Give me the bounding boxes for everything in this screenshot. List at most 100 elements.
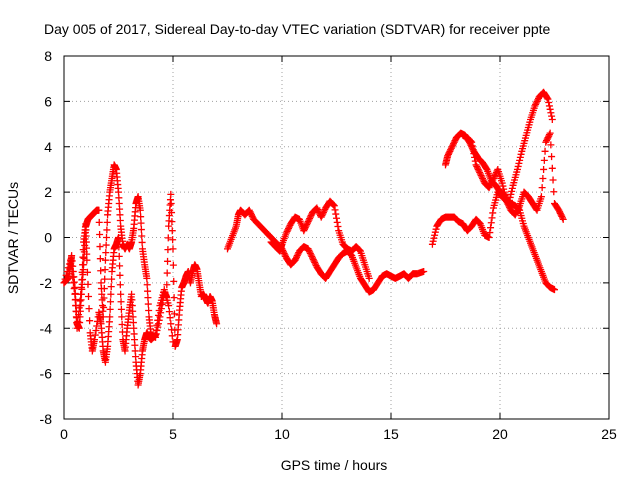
data-point (311, 258, 319, 266)
data-point (307, 251, 315, 259)
data-point (516, 156, 524, 164)
data-point (306, 249, 314, 257)
data-point (301, 224, 309, 232)
data-point (432, 225, 440, 233)
data-point (447, 146, 455, 154)
data-point (539, 175, 547, 183)
data-point (168, 218, 176, 226)
data-point (168, 326, 176, 334)
data-point (281, 251, 289, 259)
data-point (332, 210, 340, 218)
data-point (96, 255, 104, 263)
data-point (117, 298, 125, 306)
data-point (558, 214, 566, 222)
data-point (545, 132, 553, 140)
data-point (103, 226, 111, 234)
data-point (170, 277, 178, 285)
data-point (513, 206, 521, 214)
data-point (329, 200, 337, 208)
data-point (549, 176, 557, 184)
data-point (153, 321, 161, 329)
data-point (79, 246, 87, 254)
data-point (545, 131, 553, 139)
data-point (102, 249, 110, 257)
data-point (70, 285, 78, 293)
data-point (531, 102, 539, 110)
data-point (68, 268, 76, 276)
data-point (468, 138, 476, 146)
data-point (550, 188, 558, 196)
data-point (117, 290, 125, 298)
data-point (551, 286, 558, 294)
data-point (489, 176, 497, 184)
data-point (106, 305, 114, 313)
data-point (330, 202, 338, 210)
data-point (300, 227, 308, 235)
data-point (487, 219, 495, 227)
chart-title: Day 005 of 2017, Sidereal Day-to-day VTE… (44, 21, 551, 37)
data-point (512, 209, 520, 217)
data-point (489, 209, 497, 217)
data-point (107, 283, 115, 291)
data-point (511, 211, 519, 219)
data-point (155, 306, 163, 314)
data-point (92, 327, 100, 335)
data-point (144, 294, 152, 302)
data-point (95, 218, 103, 226)
data-point (280, 249, 288, 257)
data-point (504, 200, 512, 208)
data-point (356, 246, 364, 254)
data-point (166, 314, 174, 322)
data-point (501, 191, 509, 199)
data-point (138, 238, 146, 246)
data-point (543, 94, 551, 102)
data-point (107, 298, 115, 306)
data-point (107, 290, 115, 298)
data-point (467, 137, 475, 145)
data-point (144, 287, 152, 295)
data-point (470, 150, 478, 158)
data-point (532, 100, 540, 108)
data-point (169, 338, 177, 346)
grid (64, 56, 609, 419)
data-point (84, 280, 92, 288)
data-point (428, 240, 436, 248)
data-point (246, 208, 254, 216)
data-point (333, 218, 341, 226)
data-point (487, 224, 495, 232)
data-point (319, 210, 327, 218)
data-point (515, 203, 523, 211)
data-point (514, 205, 522, 213)
data-point (136, 206, 144, 214)
data-point (96, 243, 104, 251)
data-point (154, 320, 162, 328)
data-point (485, 234, 493, 241)
data-point (431, 228, 439, 236)
data-point (303, 219, 311, 227)
data-point (75, 311, 83, 319)
data-point (320, 207, 328, 215)
data-point (100, 285, 108, 293)
data-point (557, 211, 565, 219)
data-point (319, 209, 327, 217)
data-point (476, 168, 484, 176)
data-point (317, 213, 325, 221)
data-point (513, 208, 521, 216)
data-point (168, 227, 176, 235)
data-point (444, 150, 452, 158)
data-point (116, 281, 124, 289)
data-point (547, 109, 555, 117)
data-point (479, 176, 487, 184)
data-point (506, 193, 514, 201)
data-point (476, 170, 484, 178)
data-points (60, 88, 567, 389)
data-point (164, 246, 172, 254)
data-point (502, 194, 510, 202)
data-point (74, 317, 82, 325)
data-point (487, 181, 495, 189)
data-point (503, 199, 511, 207)
data-point (477, 171, 485, 179)
data-point (517, 150, 525, 158)
data-point (248, 212, 256, 220)
data-point (103, 218, 111, 226)
